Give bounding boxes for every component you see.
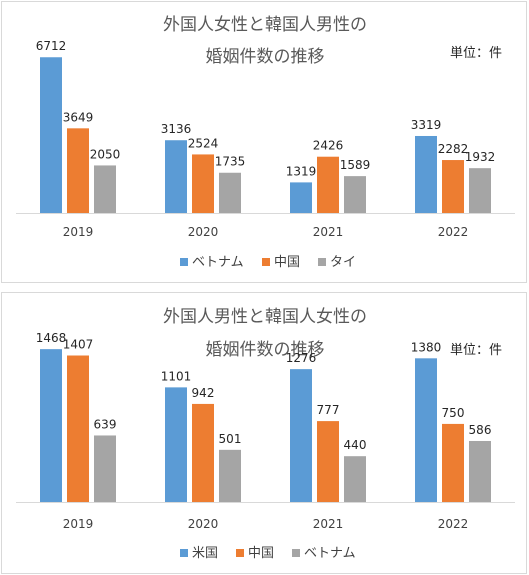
bar	[165, 387, 187, 502]
data-label: 3136	[161, 122, 192, 136]
legend-swatch	[292, 549, 300, 557]
bar	[94, 435, 116, 502]
data-label: 6712	[36, 39, 67, 53]
data-label: 1380	[411, 340, 442, 354]
bar	[219, 449, 241, 502]
bar	[192, 403, 214, 502]
bar	[469, 168, 491, 213]
data-label: 1735	[215, 155, 246, 169]
bar	[40, 349, 62, 502]
data-label: 440	[344, 438, 367, 452]
bar	[290, 182, 312, 213]
legend-swatch	[180, 549, 188, 557]
chart-title-line1: 外国人女性と韓国人男性の	[163, 15, 367, 35]
data-label: 750	[442, 406, 465, 420]
chart-title-line1: 外国人男性と韓国人女性の	[163, 307, 367, 327]
bar	[317, 156, 339, 213]
category-label: 2022	[438, 225, 469, 239]
bar	[290, 369, 312, 502]
category-label: 2019	[63, 517, 94, 531]
category-label: 2021	[313, 517, 344, 531]
chart-panel-women: 外国人女性と韓国人男性の 婚姻件数の推移 単位：件 6712 3649 2050 31…	[1, 1, 527, 283]
data-label: 2282	[438, 142, 469, 156]
bar	[219, 172, 241, 213]
chart-panel-men: 外国人男性と韓国人女性の 婚姻件数の推移 単位：件 1468 1407 639 110…	[1, 292, 527, 574]
data-label: 777	[317, 403, 340, 417]
bar	[442, 160, 464, 213]
chart-title-line2: 婚姻件数の推移	[206, 340, 325, 360]
bar	[165, 140, 187, 213]
data-label: 3649	[63, 110, 94, 124]
data-label: 2524	[188, 136, 219, 150]
data-label: 3319	[411, 118, 442, 132]
bar	[344, 176, 366, 213]
legend: ベトナム 中国 タイ	[180, 255, 356, 270]
legend-swatch	[236, 549, 244, 557]
data-label: 639	[94, 417, 117, 431]
unit-label: 単位：件	[450, 45, 502, 61]
bar	[67, 355, 89, 502]
category-label: 2021	[313, 225, 344, 239]
data-label: 2050	[90, 147, 121, 161]
data-label: 1276	[286, 351, 317, 365]
category-label: 2022	[438, 517, 469, 531]
legend-swatch	[180, 258, 188, 266]
category-label: 2020	[188, 225, 219, 239]
bar	[344, 456, 366, 502]
bar	[415, 135, 437, 213]
data-label: 1319	[286, 164, 317, 178]
legend-label: タイ	[330, 255, 356, 270]
data-label: 586	[469, 423, 492, 437]
bar	[192, 154, 214, 213]
bar	[415, 358, 437, 502]
data-label: 1101	[161, 369, 192, 383]
data-label: 2426	[313, 139, 344, 153]
data-label: 501	[219, 432, 242, 446]
data-label: 942	[192, 386, 215, 400]
category-labels: 2019 2020 2021 2022	[63, 225, 469, 239]
legend-swatch	[318, 258, 326, 266]
legend: 米国 中国 ベトナム	[180, 546, 356, 561]
legend-label: 中国	[248, 546, 274, 561]
data-label: 1468	[36, 331, 67, 345]
bar	[94, 165, 116, 213]
legend-label: 中国	[274, 255, 300, 270]
chart-women-svg: 外国人女性と韓国人男性の 婚姻件数の推移 単位：件 6712 3649 2050 31…	[16, 15, 515, 270]
bar	[317, 421, 339, 502]
category-label: 2020	[188, 517, 219, 531]
data-label: 1589	[340, 158, 371, 172]
legend-label: ベトナム	[192, 255, 244, 270]
unit-label: 単位：件	[450, 342, 502, 358]
bar	[442, 423, 464, 502]
chart-title-line2: 婚姻件数の推移	[206, 47, 325, 67]
data-label: 1932	[465, 150, 496, 164]
bar	[469, 440, 491, 502]
category-labels: 2019 2020 2021 2022	[63, 517, 469, 531]
legend-swatch	[262, 258, 270, 266]
legend-label: 米国	[192, 546, 218, 561]
bar	[67, 128, 89, 213]
bar	[40, 57, 62, 214]
category-label: 2019	[63, 225, 94, 239]
data-label: 1407	[63, 338, 94, 352]
legend-label: ベトナム	[304, 546, 356, 561]
